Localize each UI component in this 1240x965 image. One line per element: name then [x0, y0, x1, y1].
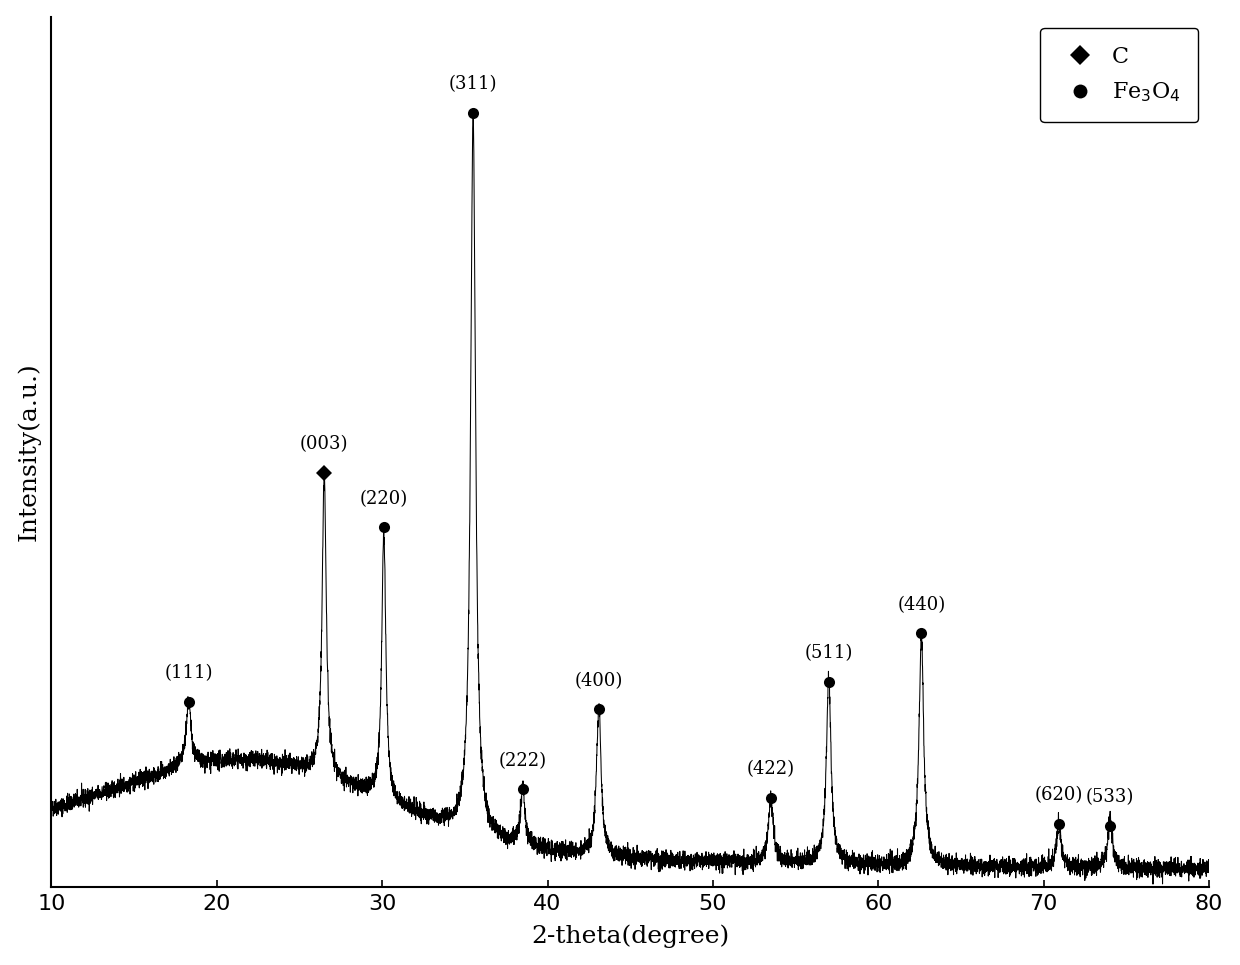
Text: (400): (400) — [574, 672, 622, 690]
Text: (511): (511) — [805, 644, 853, 662]
Legend: C, Fe$_3$O$_4$: C, Fe$_3$O$_4$ — [1040, 28, 1198, 123]
Text: (620): (620) — [1034, 786, 1083, 804]
Text: (111): (111) — [165, 665, 213, 682]
Text: (440): (440) — [898, 596, 945, 614]
Text: (222): (222) — [498, 752, 547, 770]
X-axis label: 2-theta(degree): 2-theta(degree) — [531, 924, 729, 949]
Text: (311): (311) — [449, 75, 497, 94]
Y-axis label: Intensity(a.u.): Intensity(a.u.) — [16, 362, 40, 541]
Text: (422): (422) — [746, 760, 795, 779]
Text: (220): (220) — [360, 490, 408, 508]
Text: (003): (003) — [300, 435, 348, 454]
Text: (533): (533) — [1086, 788, 1135, 807]
